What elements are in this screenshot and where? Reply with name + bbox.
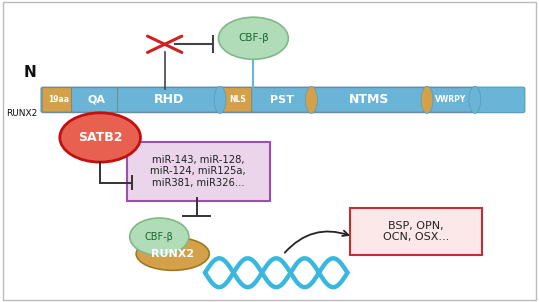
FancyBboxPatch shape [72, 88, 121, 112]
FancyBboxPatch shape [127, 142, 270, 201]
Text: NTMS: NTMS [349, 93, 389, 106]
Text: RUNX2: RUNX2 [6, 109, 38, 118]
FancyBboxPatch shape [350, 208, 482, 255]
FancyBboxPatch shape [41, 87, 525, 113]
Ellipse shape [218, 17, 288, 59]
FancyBboxPatch shape [118, 88, 220, 112]
Text: RHD: RHD [154, 93, 184, 106]
Text: CBF-β: CBF-β [238, 33, 269, 43]
Ellipse shape [306, 86, 317, 114]
FancyBboxPatch shape [222, 88, 252, 112]
FancyBboxPatch shape [429, 88, 473, 112]
Text: RUNX2: RUNX2 [151, 249, 194, 259]
Text: PST: PST [270, 95, 294, 105]
Ellipse shape [421, 86, 433, 114]
FancyBboxPatch shape [314, 88, 424, 112]
Text: BSP, OPN,
OCN, OSX...: BSP, OPN, OCN, OSX... [383, 221, 449, 242]
Ellipse shape [469, 86, 481, 114]
Ellipse shape [136, 237, 209, 270]
Ellipse shape [130, 218, 189, 255]
FancyBboxPatch shape [252, 88, 312, 112]
Ellipse shape [214, 86, 226, 114]
FancyBboxPatch shape [42, 88, 75, 112]
Text: N: N [24, 65, 37, 80]
Text: miR-143, miR-128,
miR-124, miR125a,
miR381, miR326...: miR-143, miR-128, miR-124, miR125a, miR3… [150, 155, 246, 188]
FancyBboxPatch shape [3, 2, 536, 300]
Text: SATB2: SATB2 [78, 131, 122, 144]
Text: VWRPY: VWRPY [436, 95, 467, 104]
Text: QA: QA [87, 95, 105, 105]
Ellipse shape [60, 113, 141, 162]
Text: NLS: NLS [229, 95, 246, 104]
Text: 19aa: 19aa [48, 95, 69, 104]
Text: CBF-β: CBF-β [145, 232, 174, 242]
